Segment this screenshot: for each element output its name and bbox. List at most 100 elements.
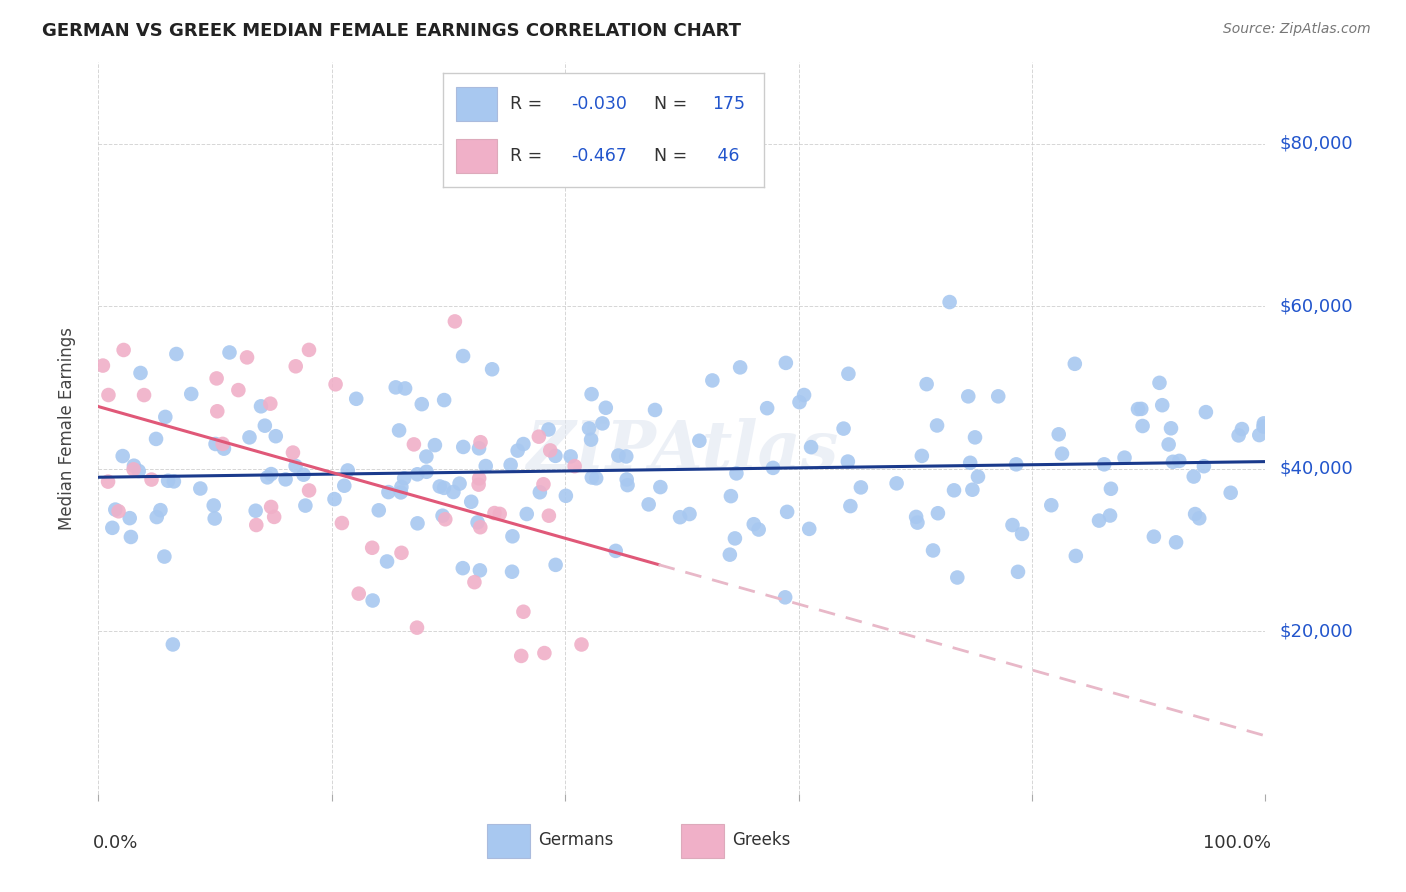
Point <box>470 520 492 534</box>
Point <box>544 558 567 572</box>
Point <box>1184 507 1206 521</box>
Point <box>97 388 120 402</box>
Point <box>607 449 630 463</box>
Point <box>702 373 724 387</box>
Point <box>451 349 474 363</box>
Point <box>323 492 346 507</box>
Point <box>394 381 416 395</box>
Point <box>1143 530 1166 544</box>
Point <box>585 471 607 485</box>
Point <box>1195 405 1218 419</box>
Point <box>120 530 142 544</box>
Point <box>1050 447 1073 461</box>
Point <box>837 367 859 381</box>
Point <box>1132 419 1154 434</box>
Point <box>107 504 129 518</box>
Point <box>748 523 770 537</box>
Point <box>292 467 315 482</box>
Point <box>389 485 412 500</box>
Point <box>467 516 489 530</box>
Point <box>1164 535 1187 549</box>
Point <box>91 359 114 373</box>
Text: 0.0%: 0.0% <box>93 834 138 852</box>
Point <box>377 485 399 500</box>
Point <box>501 565 523 579</box>
Point <box>204 437 226 451</box>
Point <box>1064 549 1087 563</box>
Point <box>284 458 307 473</box>
Point <box>253 418 276 433</box>
Point <box>538 443 561 458</box>
Point <box>260 500 283 514</box>
Point <box>1230 422 1253 436</box>
Point <box>1160 421 1182 435</box>
Point <box>406 621 429 635</box>
Point <box>361 541 384 555</box>
Point <box>720 489 742 503</box>
Point <box>238 430 260 444</box>
Point <box>616 473 638 487</box>
Point <box>581 387 603 401</box>
Point <box>688 434 710 448</box>
Point <box>205 371 228 385</box>
Point <box>432 508 454 523</box>
Point <box>886 476 908 491</box>
Point <box>775 356 797 370</box>
Point <box>925 418 948 433</box>
Point <box>155 409 177 424</box>
Point <box>406 516 429 531</box>
Point <box>104 502 127 516</box>
Point <box>516 507 538 521</box>
Point <box>298 343 321 357</box>
Point <box>1168 454 1191 468</box>
Point <box>644 403 666 417</box>
Point <box>1005 458 1028 472</box>
Point <box>391 546 413 560</box>
Point <box>361 593 384 607</box>
Point <box>512 605 534 619</box>
Point <box>245 518 267 533</box>
Point <box>537 508 560 523</box>
Point <box>725 467 748 481</box>
Point <box>946 570 969 584</box>
Point <box>832 421 855 435</box>
Text: Source: ZipAtlas.com: Source: ZipAtlas.com <box>1223 22 1371 37</box>
Point <box>650 480 672 494</box>
Point <box>1253 417 1275 431</box>
Point <box>141 473 163 487</box>
Point <box>236 351 259 365</box>
Point <box>591 417 613 431</box>
Point <box>533 477 555 491</box>
Point <box>411 397 433 411</box>
Point <box>959 456 981 470</box>
Point <box>1152 398 1174 412</box>
Text: 100.0%: 100.0% <box>1204 834 1271 852</box>
Point <box>347 587 370 601</box>
Point <box>1219 485 1241 500</box>
Point <box>1157 437 1180 451</box>
Point <box>1249 428 1271 442</box>
Point <box>488 507 510 521</box>
Point <box>905 509 928 524</box>
Point <box>927 506 949 520</box>
Point <box>207 404 229 418</box>
Point <box>468 442 491 456</box>
Point <box>595 401 617 415</box>
Point <box>264 429 287 443</box>
Point <box>1001 518 1024 533</box>
Point <box>581 470 603 484</box>
Point <box>1126 402 1149 417</box>
Point <box>333 479 356 493</box>
Point <box>773 591 796 605</box>
Point <box>145 510 167 524</box>
Point <box>474 458 496 473</box>
Point <box>449 476 471 491</box>
Y-axis label: Median Female Earnings: Median Female Earnings <box>58 326 76 530</box>
Point <box>260 467 283 481</box>
Text: $80,000: $80,000 <box>1279 135 1353 153</box>
Point <box>1161 455 1184 469</box>
Point <box>962 483 984 497</box>
Point <box>512 437 534 451</box>
Point <box>911 449 934 463</box>
Point <box>943 483 966 498</box>
